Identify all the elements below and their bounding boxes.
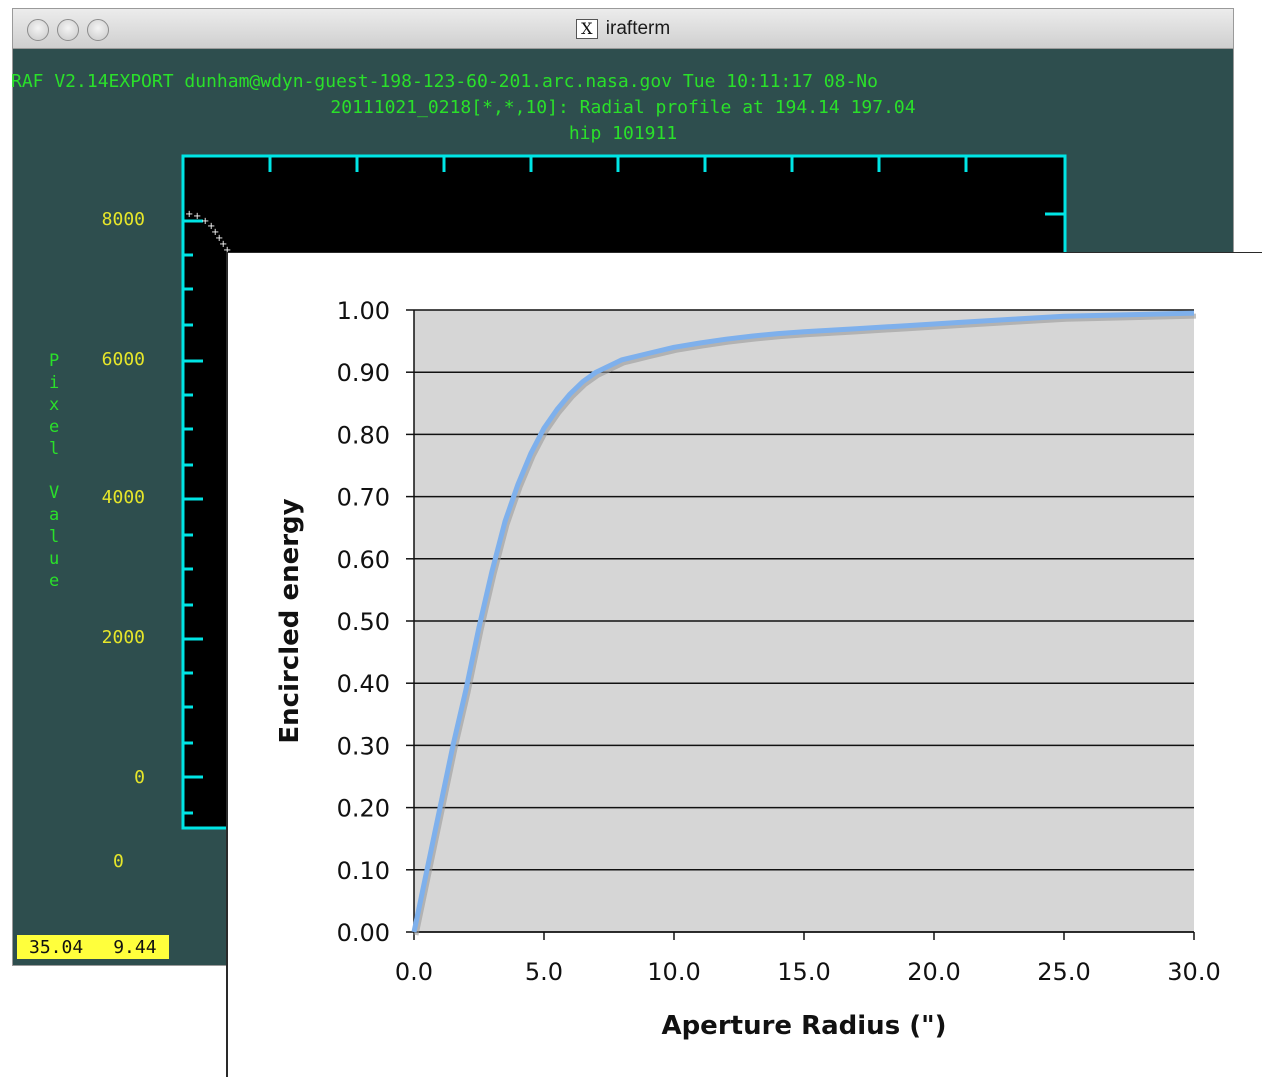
x-tick-label: 20.0 <box>907 958 960 986</box>
svg-text:+: + <box>201 216 209 227</box>
plot-title-line: 20111021_0218[*,*,10]: Radial profile at… <box>330 97 916 118</box>
y-tick-label: 0.80 <box>337 421 390 449</box>
y-tick-label: 0.10 <box>337 857 390 885</box>
cursor-y-value: 9.44 <box>113 936 157 958</box>
y-axis-label-char: l <box>49 439 60 459</box>
x-tick-label: 25.0 <box>1037 958 1090 986</box>
y-axis-label: Encircled energy <box>275 498 305 743</box>
y-axis-label-char: x <box>49 395 60 415</box>
series-line <box>411 310 1195 933</box>
y-axis-label-char: i <box>49 373 60 393</box>
x-tick-label: 10.0 <box>647 958 700 986</box>
x-tick-label: 5.0 <box>525 958 563 986</box>
series-shadow <box>413 313 1197 936</box>
y-tick-label: 0.70 <box>337 484 390 512</box>
x-axis-label: Aperture Radius (") <box>661 1011 946 1041</box>
zoom-window-button[interactable] <box>87 19 109 41</box>
iraf-header-line: RAF V2.14EXPORT dunham@wdyn-guest-198-12… <box>11 71 878 92</box>
y-tick-label: 0.30 <box>337 732 390 760</box>
x11-icon: X <box>575 19 598 39</box>
y-tick-label: 0.20 <box>337 795 390 823</box>
svg-text:+: + <box>215 233 223 244</box>
y-tick-label: 4000 <box>101 487 145 508</box>
svg-text:+: + <box>207 221 215 232</box>
svg-text:+: + <box>193 211 201 222</box>
y-axis-label-char: P <box>49 351 60 371</box>
y-tick-label: 0.40 <box>337 670 390 698</box>
window-titlebar[interactable]: X irafterm <box>13 9 1233 49</box>
minimize-window-button[interactable] <box>57 19 79 41</box>
window-title: irafterm <box>605 18 671 39</box>
svg-text:+: + <box>219 239 227 250</box>
y-tick-label: 0.60 <box>337 546 390 574</box>
x-tick-label: 30.0 <box>1167 958 1220 986</box>
y-tick-label: 0.50 <box>337 608 390 636</box>
close-window-button[interactable] <box>27 19 49 41</box>
y-axis-label-char: e <box>49 417 60 437</box>
encircled-energy-chart: 0.00 0.10 0.20 0.30 0.40 0.50 0.60 0.70 0.80 0.90… <box>275 297 1221 1041</box>
object-name-line: hip 101911 <box>568 123 678 144</box>
svg-text:+: + <box>211 227 219 238</box>
y-tick-label: 0.00 <box>337 919 390 947</box>
y-tick-label: 8000 <box>101 209 145 230</box>
y-axis-label-char: l <box>49 527 60 547</box>
y-tick-label: 1.00 <box>337 297 390 325</box>
cursor-x-value: 35.04 <box>29 936 84 958</box>
encircled-energy-chart-panel: 0.00 0.10 0.20 0.30 0.40 0.50 0.60 0.70 0.80 0.90… <box>226 252 1262 1077</box>
y-tick-label: 0.90 <box>337 359 390 387</box>
x-tick-label: 0 <box>113 851 124 872</box>
svg-text:+: + <box>223 245 231 256</box>
profile-points: + + + +++ ++ <box>185 209 231 256</box>
y-tick-label: 6000 <box>101 349 145 370</box>
y-tick-label: 2000 <box>101 627 145 648</box>
y-axis-label-char: a <box>49 505 60 525</box>
y-axis-label-char: u <box>49 549 60 569</box>
y-axis-label-char: V <box>49 483 60 503</box>
x-tick-label: 15.0 <box>777 958 830 986</box>
x-tick-label: 0.0 <box>395 958 433 986</box>
y-axis-label-char: e <box>49 571 60 591</box>
y-tick-label: 0 <box>134 767 145 788</box>
svg-text:+: + <box>185 209 193 220</box>
cursor-readout: 35.04 9.44 <box>17 935 169 959</box>
